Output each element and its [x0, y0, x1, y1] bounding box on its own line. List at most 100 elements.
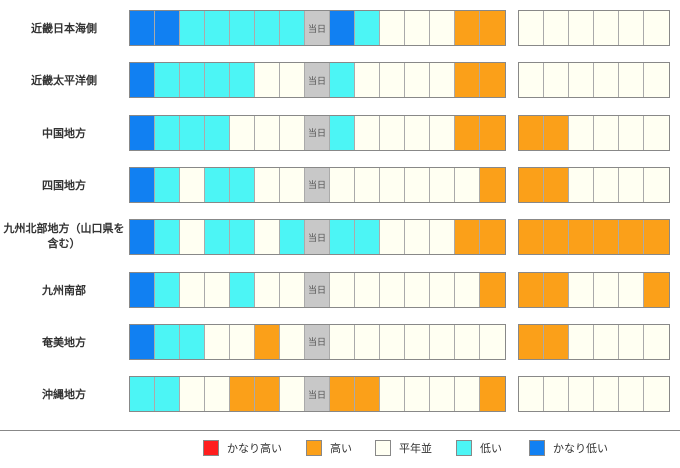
- today-cell: 当日: [305, 377, 330, 412]
- forecast-days-strip: [518, 10, 670, 46]
- region-label: 近畿日本海側: [31, 22, 97, 35]
- day-cell: [180, 167, 205, 202]
- day-cell: [205, 324, 230, 359]
- day-cell: [355, 220, 380, 255]
- forecast-cell: [644, 324, 669, 359]
- day-cell: [380, 63, 405, 98]
- day-cell: [405, 377, 430, 412]
- today-cell: 当日: [305, 220, 330, 255]
- forecast-cell: [569, 324, 594, 359]
- forecast-days-strip: [518, 323, 670, 360]
- forecast-cell: [569, 167, 594, 202]
- day-cell: [205, 11, 230, 45]
- day-cell: [205, 63, 230, 98]
- day-cell: [430, 220, 455, 255]
- day-cell: [230, 11, 255, 45]
- day-cell: [430, 272, 455, 307]
- forecast-cell: [519, 11, 544, 45]
- day-cell: [355, 377, 380, 412]
- day-cell: [280, 167, 305, 202]
- forecast-cell: [519, 220, 544, 255]
- day-cell: [355, 272, 380, 307]
- day-cell: [255, 220, 280, 255]
- day-cell: [430, 63, 455, 98]
- region-label: 近畿太平洋側: [31, 74, 97, 88]
- day-cell: [155, 272, 180, 307]
- day-cell: [380, 167, 405, 202]
- forecast-cell: [644, 11, 669, 45]
- today-cell: 当日: [305, 167, 330, 202]
- day-cell: [380, 220, 405, 255]
- legend-item-very-low: かなり低い: [529, 440, 608, 456]
- forecast-cell: [619, 11, 644, 45]
- day-cell: [455, 63, 480, 98]
- forecast-cell: [644, 115, 669, 150]
- day-cell: [480, 324, 505, 359]
- forecast-cell: [619, 115, 644, 150]
- day-cell: [380, 115, 405, 150]
- forecast-cell: [644, 377, 669, 412]
- day-cell: [430, 11, 455, 45]
- forecast-cell: [619, 324, 644, 359]
- day-cell: [480, 220, 505, 255]
- past-days-strip: 当日: [129, 323, 506, 360]
- forecast-cell: [569, 11, 594, 45]
- day-cell: [155, 220, 180, 255]
- legend-label: 低い: [480, 442, 502, 455]
- day-cell: [480, 272, 505, 307]
- day-cell: [205, 115, 230, 150]
- day-cell: [380, 11, 405, 45]
- forecast-days-strip: [518, 376, 670, 413]
- forecast-cell: [594, 272, 619, 307]
- today-cell: 当日: [305, 63, 330, 98]
- day-cell: [330, 11, 355, 45]
- past-days-strip: 当日: [129, 114, 506, 151]
- day-cell: [205, 377, 230, 412]
- forecast-days-strip: [518, 114, 670, 151]
- day-cell: [230, 272, 255, 307]
- day-cell: [455, 115, 480, 150]
- forecast-cell: [594, 324, 619, 359]
- region-label: 九州南部: [42, 283, 86, 297]
- past-days-strip: 当日: [129, 62, 506, 99]
- day-cell: [130, 11, 155, 45]
- day-cell: [480, 167, 505, 202]
- day-cell: [205, 272, 230, 307]
- past-days-strip: 当日: [129, 10, 506, 46]
- day-cell: [405, 167, 430, 202]
- day-cell: [130, 324, 155, 359]
- day-cell: [180, 324, 205, 359]
- today-cell: 当日: [305, 324, 330, 359]
- day-cell: [180, 115, 205, 150]
- day-cell: [255, 11, 280, 45]
- day-cell: [455, 377, 480, 412]
- day-cell: [480, 11, 505, 45]
- day-cell: [230, 324, 255, 359]
- day-cell: [205, 167, 230, 202]
- day-cell: [255, 324, 280, 359]
- day-cell: [180, 63, 205, 98]
- day-cell: [380, 377, 405, 412]
- forecast-cell: [644, 167, 669, 202]
- forecast-cell: [519, 377, 544, 412]
- forecast-cell: [519, 272, 544, 307]
- day-cell: [330, 167, 355, 202]
- today-cell: 当日: [305, 272, 330, 307]
- legend-item-low: 低い: [456, 440, 502, 456]
- region-label: 中国地方: [42, 126, 86, 140]
- forecast-cell: [644, 272, 669, 307]
- day-cell: [255, 115, 280, 150]
- legend-divider: [0, 430, 680, 431]
- legend-swatch: [306, 440, 322, 456]
- day-cell: [280, 324, 305, 359]
- forecast-cell: [619, 63, 644, 98]
- day-cell: [455, 220, 480, 255]
- forecast-cell: [519, 324, 544, 359]
- forecast-days-strip: [518, 219, 670, 256]
- day-cell: [455, 167, 480, 202]
- day-cell: [355, 324, 380, 359]
- past-days-strip: 当日: [129, 219, 506, 256]
- forecast-cell: [569, 272, 594, 307]
- day-cell: [330, 115, 355, 150]
- day-cell: [330, 272, 355, 307]
